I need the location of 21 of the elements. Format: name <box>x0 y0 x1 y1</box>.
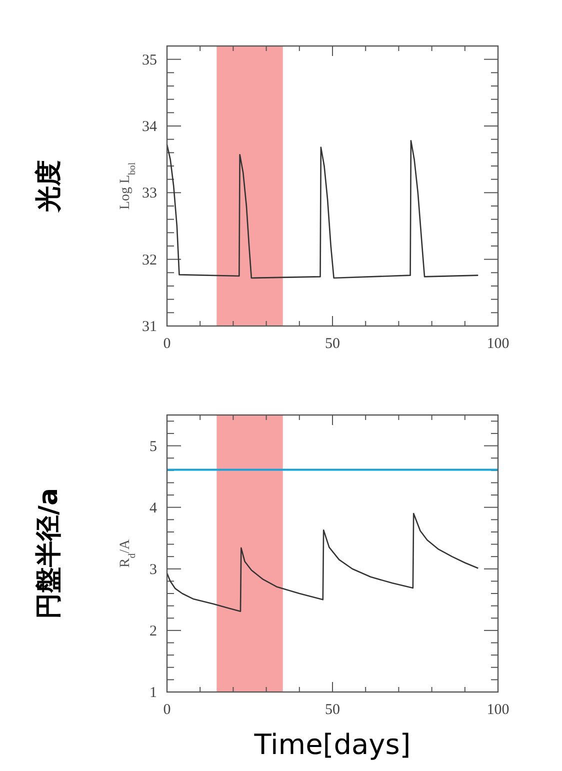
text: 光度 <box>34 160 64 213</box>
y-tick-label: 32 <box>142 252 157 268</box>
y-tick-label: 2 <box>150 623 157 640</box>
y-tick-label: 33 <box>142 186 157 202</box>
y-tick-label: 1 <box>150 685 157 701</box>
line-series <box>166 512 479 612</box>
y-tick-label: 34 <box>142 119 158 135</box>
y-tick-label: 3 <box>150 562 157 578</box>
y-tick-label: 5 <box>150 438 157 455</box>
x-tick-label: 50 <box>325 336 340 352</box>
line-series <box>166 140 479 279</box>
y-tick-label: 35 <box>142 52 157 68</box>
x-tick-label: 0 <box>163 702 171 718</box>
y-tick-label: 31 <box>142 319 157 335</box>
x-tick-label: 100 <box>486 702 510 718</box>
x-tick-label: 0 <box>163 336 171 352</box>
x-tick-label: 100 <box>486 336 510 352</box>
x-tick-label: 50 <box>325 702 340 718</box>
y-tick-label: 4 <box>150 500 158 516</box>
text: 円盤半径/a <box>34 488 64 620</box>
x-axis-title: Time[days] <box>253 728 411 761</box>
